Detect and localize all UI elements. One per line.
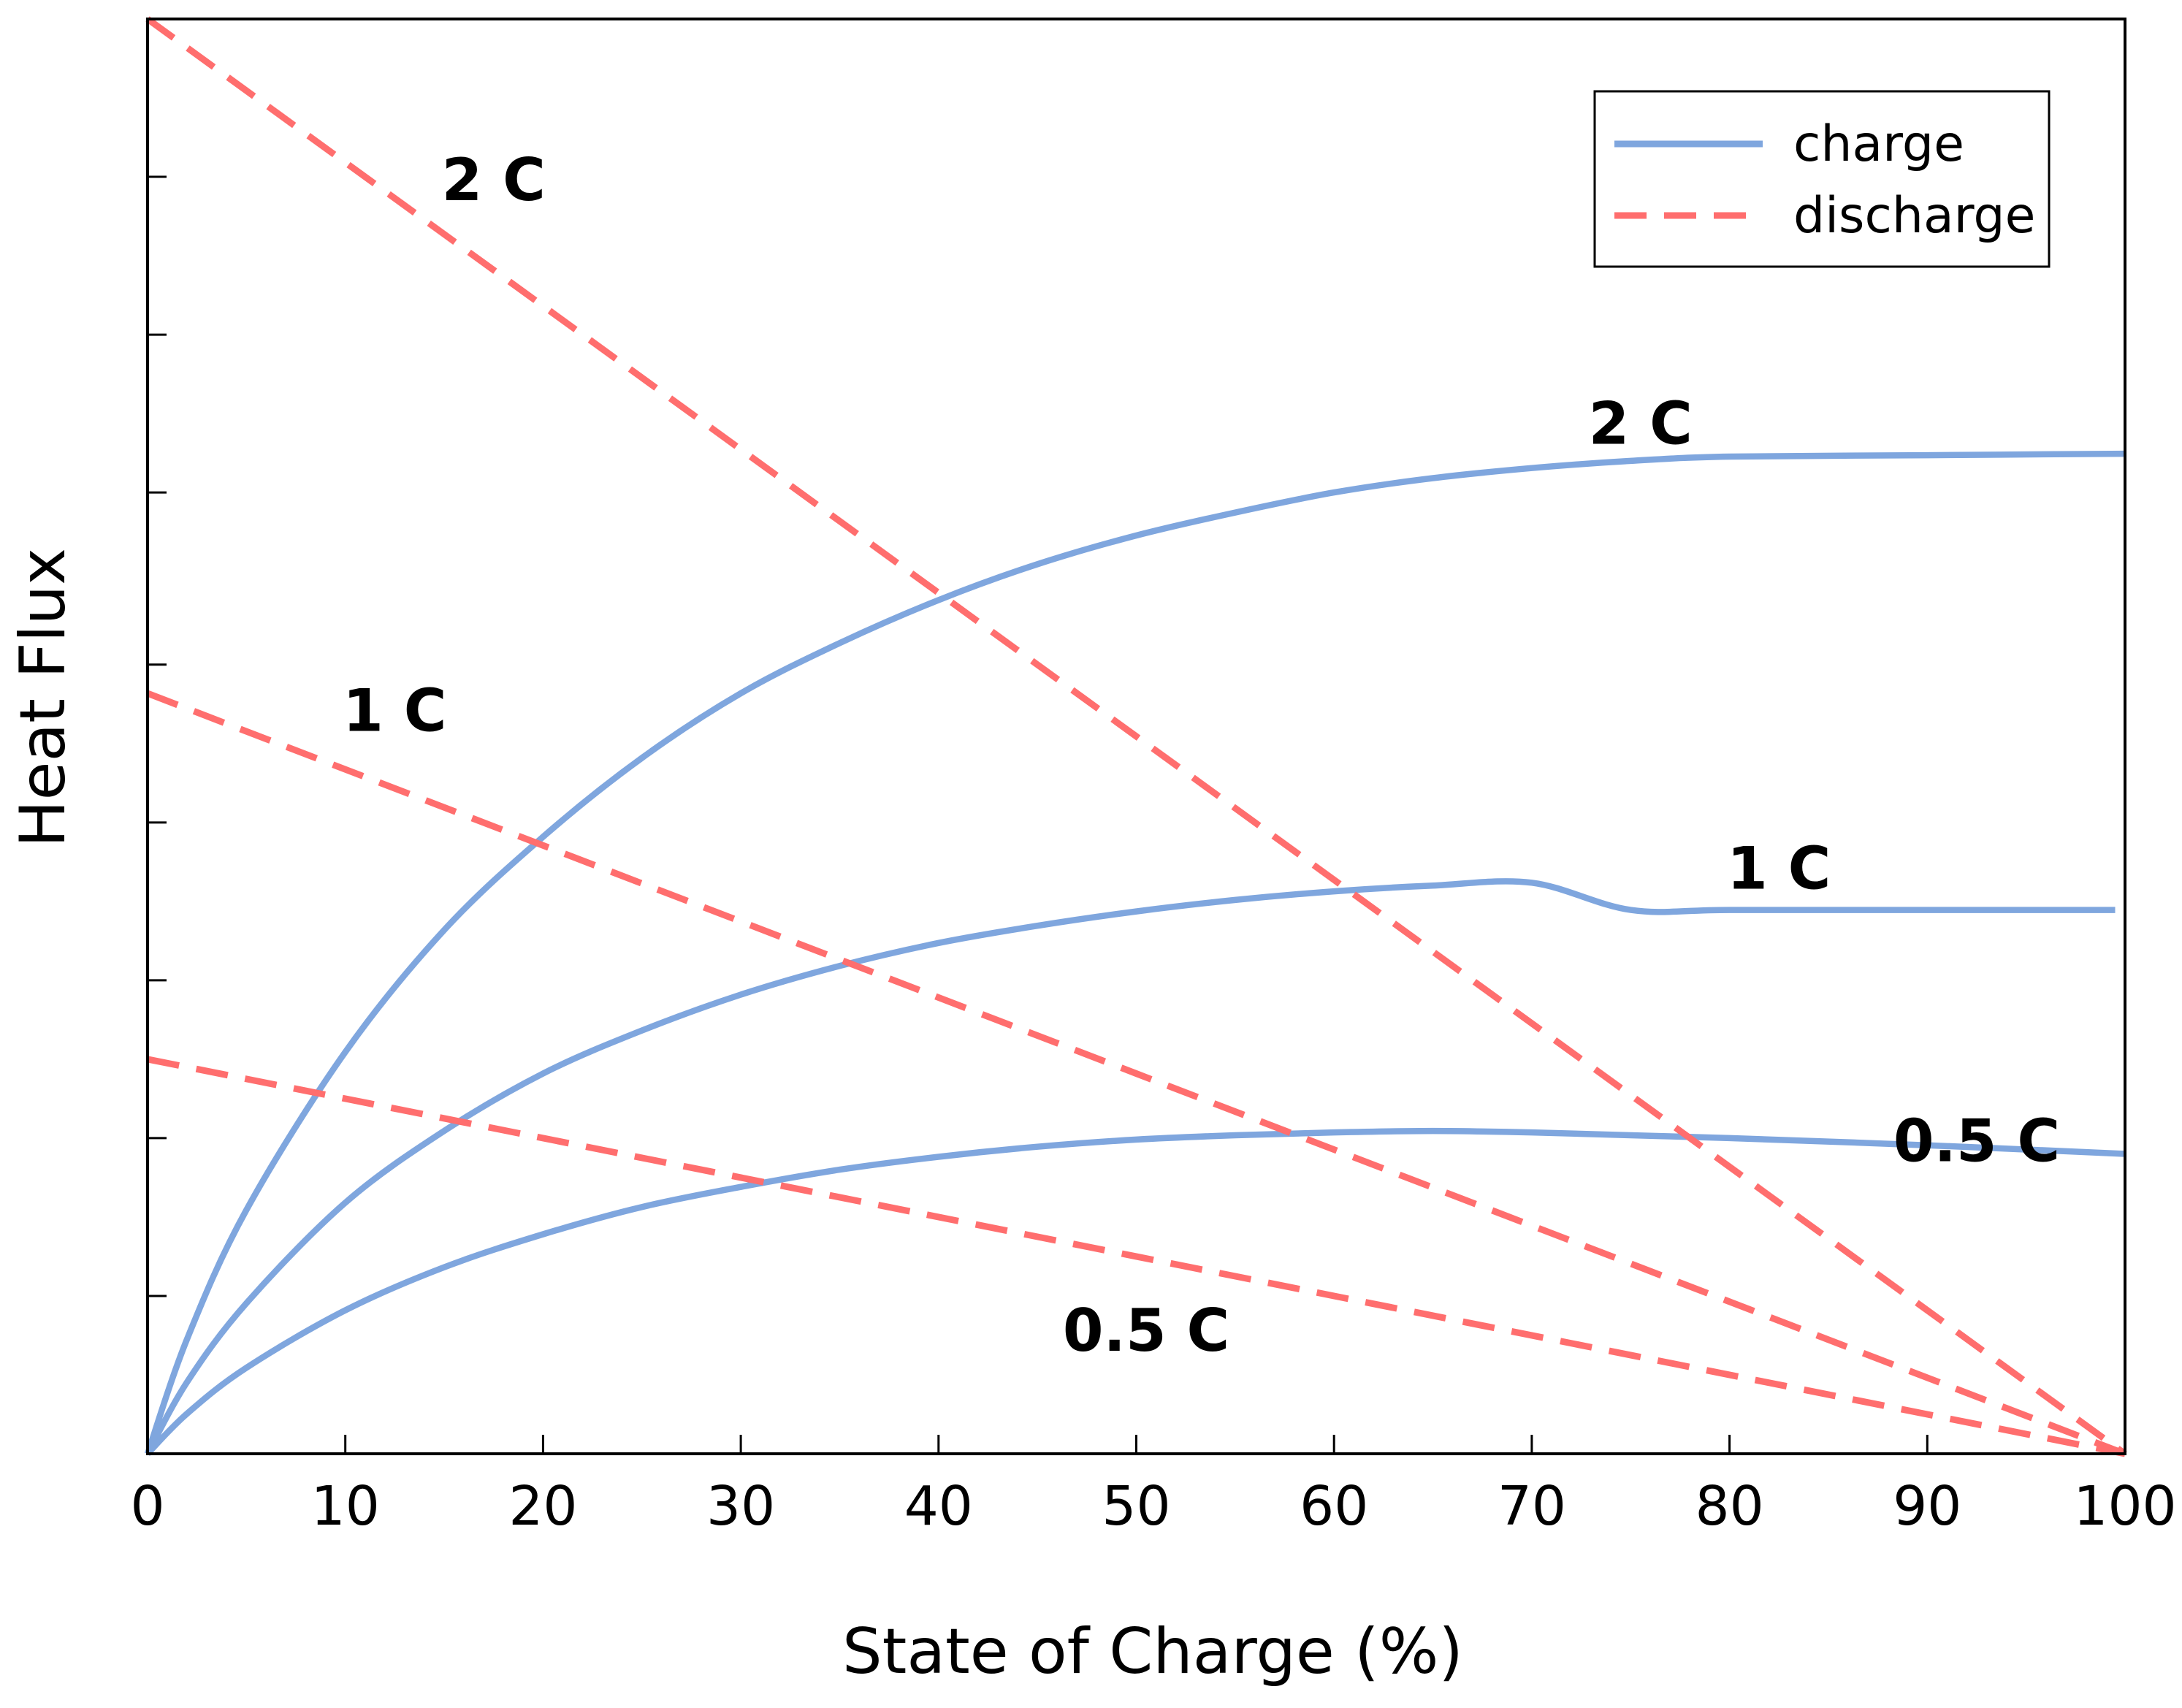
legend-box — [1593, 90, 2051, 268]
x-tick-label: 30 — [706, 1475, 775, 1538]
x-tick-label: 10 — [311, 1475, 380, 1538]
x-tick-label: 90 — [1893, 1475, 1961, 1538]
legend-charge-label: charge — [1793, 115, 1964, 173]
x-tick-label: 0 — [130, 1475, 164, 1538]
curve-label: 1 C — [343, 677, 446, 745]
legend-discharge-label: discharge — [1793, 187, 2035, 245]
series-line-discharge-0-5-c — [147, 1056, 2126, 1457]
series-line-discharge-1-c — [146, 690, 2126, 1457]
curve-label: 0.5 C — [1063, 1297, 1229, 1365]
y-axis-title: Heat Flux — [7, 548, 80, 847]
x-tick-label: 50 — [1102, 1475, 1170, 1538]
x-tick-label: 70 — [1498, 1475, 1566, 1538]
x-axis-title: State of Charge (%) — [842, 1615, 1463, 1688]
x-tick-label: 40 — [904, 1475, 973, 1538]
series-line-charge-2-c — [144, 450, 2126, 1455]
x-tick-label: 60 — [1300, 1475, 1368, 1538]
curve-label: 2 C — [1589, 390, 1693, 458]
series-line-charge-0-5-c — [145, 1127, 2126, 1456]
x-tick-label: 100 — [2073, 1475, 2176, 1538]
series-line-charge-1-c — [145, 878, 2116, 1456]
curve-label: 1 C — [1727, 835, 1831, 903]
series-line-discharge-2-c — [145, 16, 2127, 1457]
x-tick-label: 80 — [1695, 1475, 1764, 1538]
curve-label: 2 C — [442, 146, 546, 214]
curve-label: 0.5 C — [1893, 1107, 2060, 1175]
x-tick-label: 20 — [508, 1475, 577, 1538]
legend: charge discharge — [1593, 90, 2051, 268]
